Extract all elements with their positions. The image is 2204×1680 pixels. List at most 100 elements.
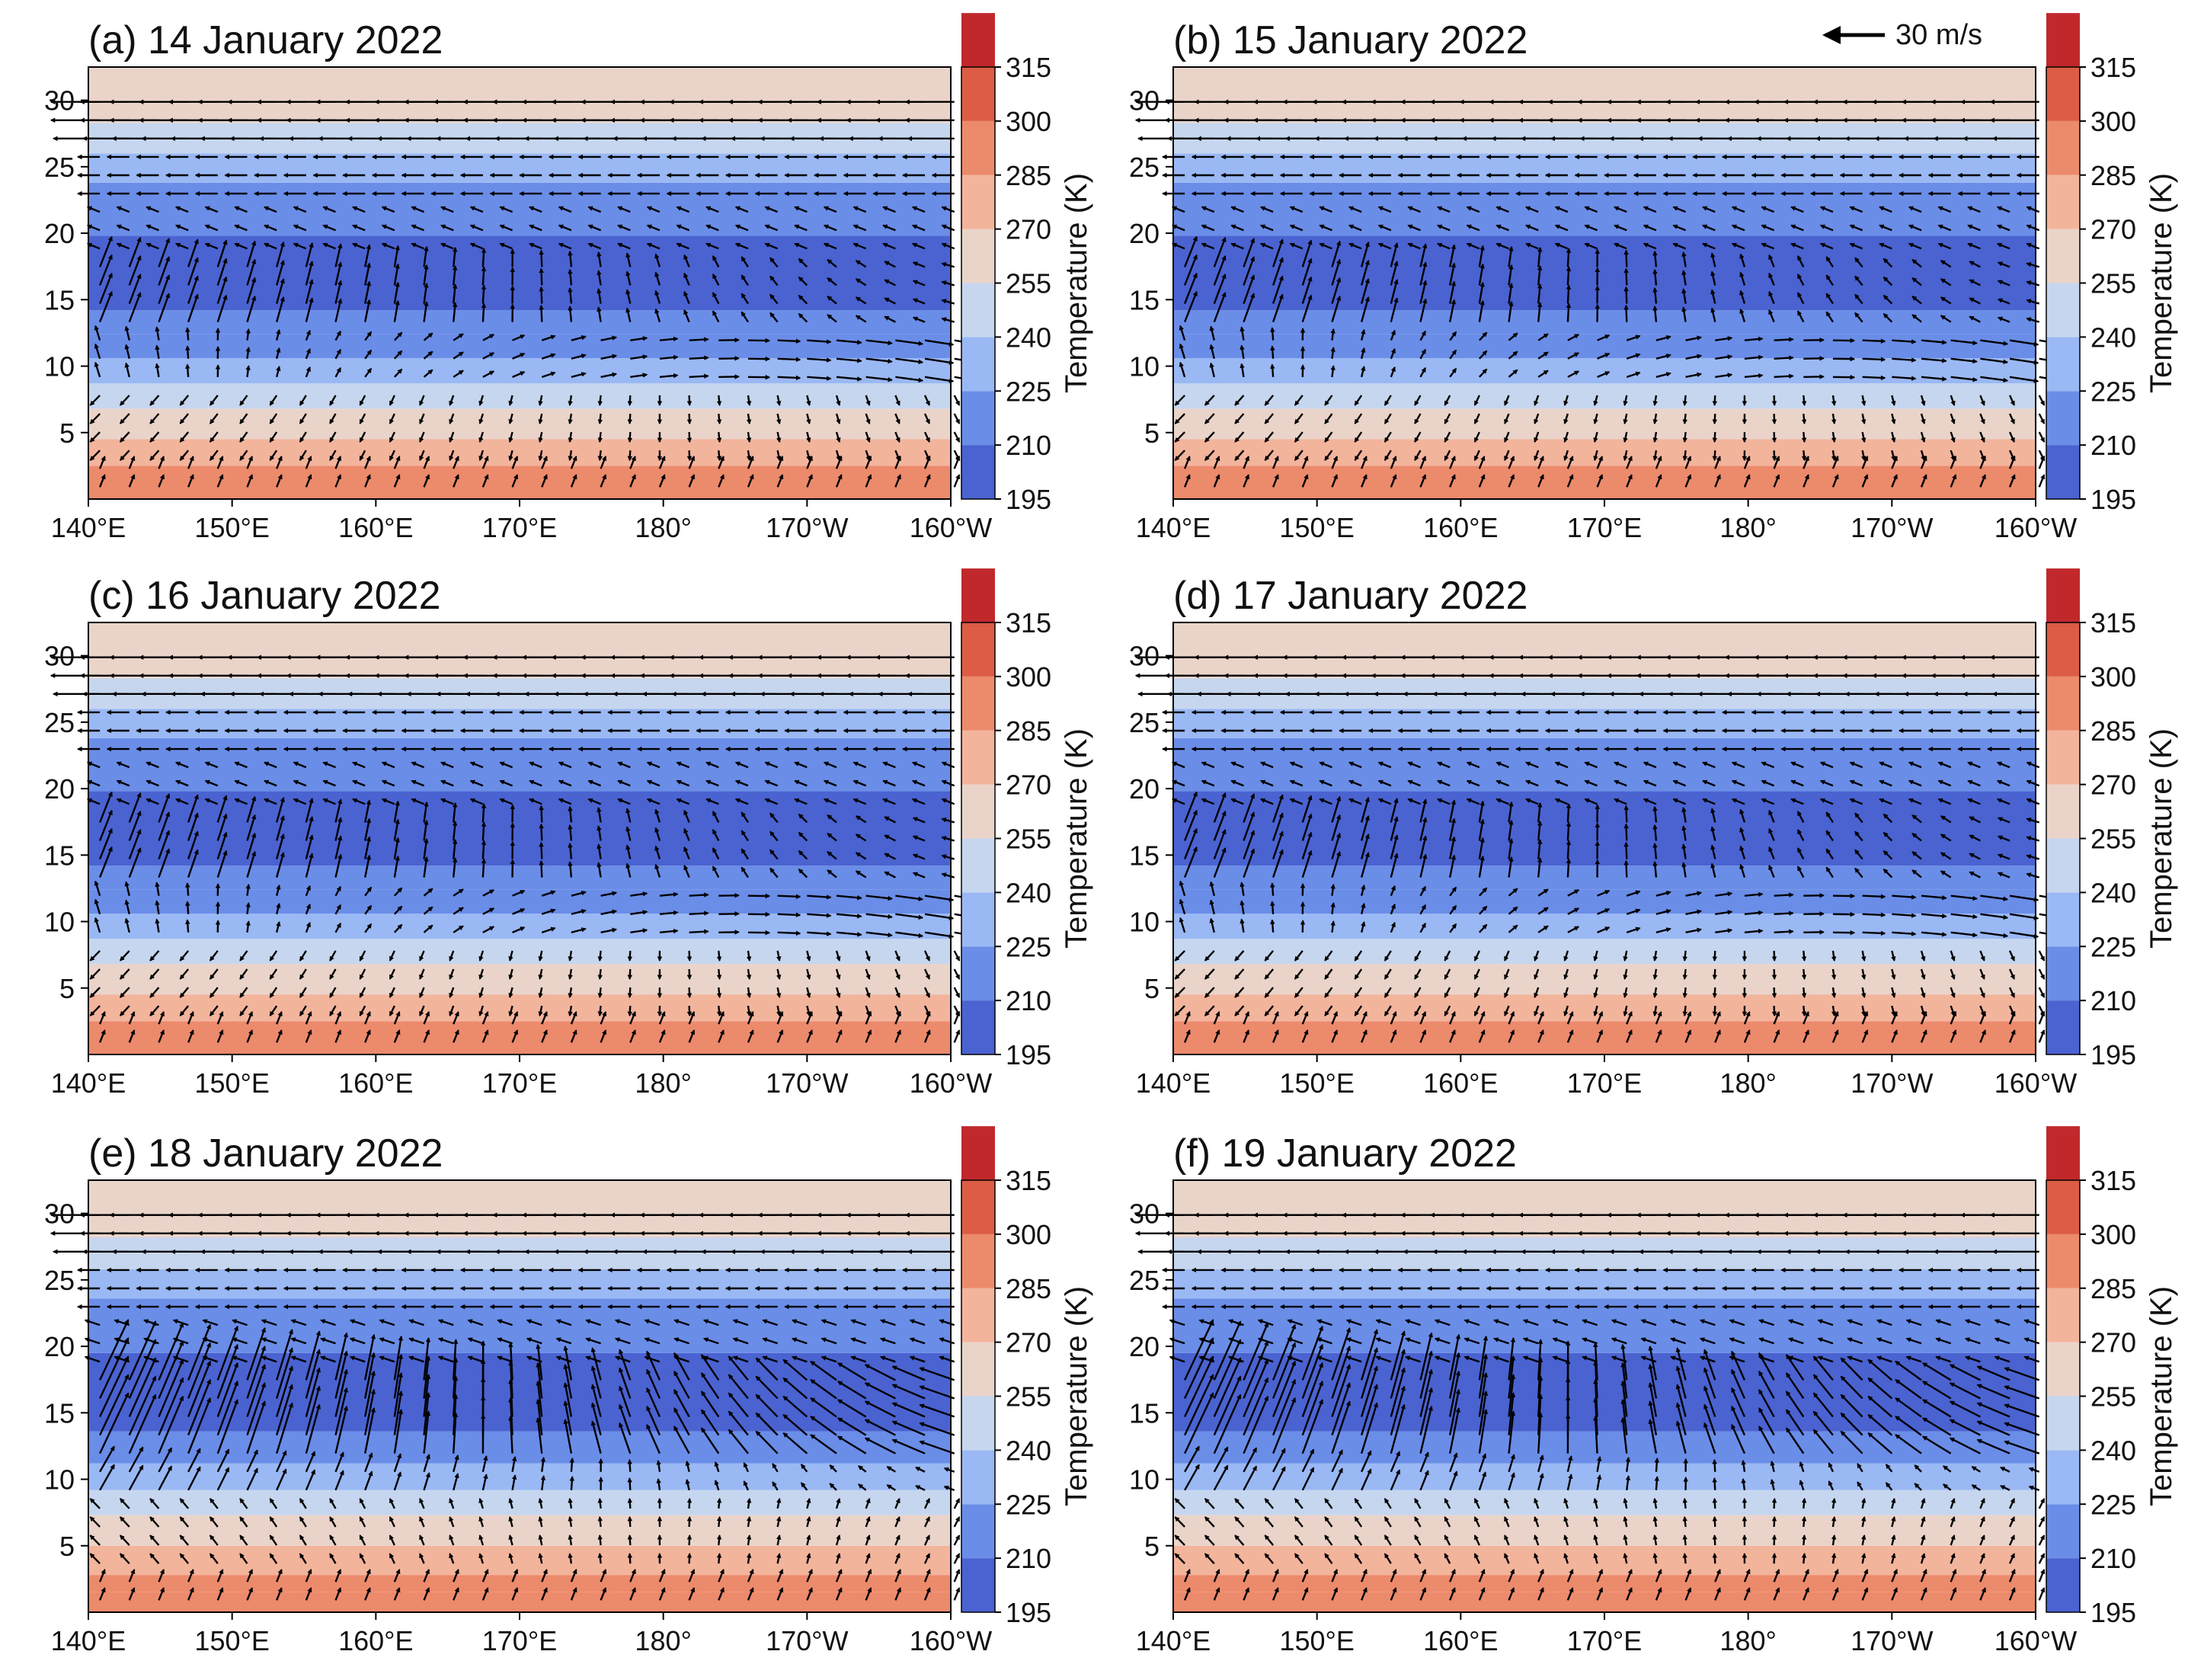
temperature-band <box>88 408 951 440</box>
wind-arrow <box>1801 431 1807 443</box>
wind-arrow <box>364 262 372 286</box>
wind-arrow <box>895 376 924 383</box>
wind-arrow <box>716 431 722 443</box>
y-tick-label: 20 <box>44 218 75 249</box>
wind-arrow <box>423 369 433 378</box>
wind-arrow <box>98 474 106 488</box>
panel-d: (d) 17 January 2022 5 10 15 20 25 30 140°E 150°E… <box>1129 568 2178 1099</box>
wind-arrow <box>209 395 219 406</box>
y-tick-label: 30 <box>44 1198 75 1230</box>
colorbar-segment <box>961 337 995 392</box>
wind-arrow <box>2038 950 2046 962</box>
wind-arrow <box>953 1516 961 1528</box>
y-tick-label: 25 <box>1129 707 1160 738</box>
wind-arrow <box>568 250 573 267</box>
wind-arrow <box>423 301 429 322</box>
wind-arrow <box>482 370 495 378</box>
wind-arrow <box>1771 413 1777 425</box>
wind-arrow <box>393 350 403 360</box>
colorbar-segment <box>961 946 995 1001</box>
wind-arrow <box>689 929 709 935</box>
wind-arrow <box>627 1477 632 1490</box>
wind-arrow <box>798 276 808 286</box>
wind-arrow <box>419 431 425 443</box>
wind-arrow <box>511 474 519 488</box>
temperature-band <box>1173 182 2036 236</box>
colorbar-segment <box>2046 622 2080 677</box>
wind-arrow <box>216 258 228 286</box>
wind-arrow <box>1771 395 1777 407</box>
wind-arrow <box>481 821 487 841</box>
wind-arrow <box>481 803 487 823</box>
wind-arrow <box>688 456 696 469</box>
wind-arrow <box>1682 987 1687 999</box>
wind-arrow <box>245 365 251 377</box>
wind-arrow <box>2038 968 2046 980</box>
wind-arrow <box>508 431 513 443</box>
wind-arrow <box>769 275 779 286</box>
temperature-band <box>1173 1431 2036 1464</box>
wind-arrow <box>364 367 373 378</box>
wind-arrow <box>1682 431 1687 443</box>
wind-arrow <box>570 474 577 488</box>
wind-arrow <box>953 431 961 443</box>
wind-arrow <box>1801 1553 1807 1564</box>
wind-arrow <box>179 431 190 443</box>
x-tick-label: 140°E <box>1136 1625 1211 1656</box>
wind-arrow <box>686 950 693 962</box>
colorbar-tick-label: 195 <box>2090 484 2136 515</box>
temperature-band <box>88 791 951 866</box>
x-tick-label: 180° <box>635 512 691 543</box>
wind-arrow <box>865 474 872 488</box>
wind-arrow <box>1712 1515 1718 1528</box>
wind-arrow <box>155 363 160 378</box>
colorbar-segment <box>961 676 995 731</box>
wind-arrow <box>627 1497 633 1509</box>
wind-arrow <box>686 1497 693 1509</box>
wind-arrow <box>269 450 278 462</box>
wind-arrow <box>423 350 433 360</box>
colorbar-label: Temperature (K) <box>2145 1286 2178 1506</box>
wind-arrow <box>453 370 464 378</box>
wind-arrow <box>1801 395 1807 407</box>
colorbar-segment <box>961 445 995 499</box>
colorbar-segment <box>2046 1450 2080 1505</box>
wind-arrow <box>1862 894 1886 899</box>
wind-arrow <box>187 293 199 323</box>
wind-arrow <box>865 376 893 382</box>
wind-arrow <box>334 456 342 469</box>
wind-arrow <box>98 235 113 267</box>
colorbar-segment <box>961 838 995 893</box>
temperature-band <box>88 709 951 738</box>
wind-arrow <box>452 265 458 286</box>
colorbar-segment <box>2046 1288 2080 1342</box>
wind-arrow <box>389 395 395 406</box>
colorbar-tick-label: 255 <box>2090 1381 2136 1413</box>
y-tick-label: 15 <box>1129 840 1160 871</box>
wind-arrow <box>836 339 862 345</box>
wind-arrow <box>568 306 573 322</box>
colorbar-segment <box>2046 13 2080 67</box>
wind-arrow <box>185 901 190 914</box>
wind-arrow <box>119 450 130 461</box>
colorbar-segment <box>2046 67 2080 121</box>
colorbar-tick-label: 270 <box>1006 214 1051 245</box>
wind-arrow <box>158 474 165 488</box>
temperature-band <box>88 1180 951 1238</box>
wind-arrow <box>569 1476 575 1490</box>
wind-arrow <box>776 474 784 488</box>
wind-arrow <box>128 474 136 488</box>
wind-arrow <box>953 1569 961 1582</box>
colorbar-tick-label: 240 <box>1006 1435 1051 1466</box>
wind-scale-legend: 30 m/s <box>1822 19 1982 51</box>
wind-arrow <box>128 236 142 267</box>
colorbar-segment <box>961 120 995 175</box>
x-tick-label: 160°E <box>1423 1625 1498 1656</box>
colorbar-segment <box>961 1342 995 1397</box>
colorbar-tick-label: 315 <box>2090 607 2136 638</box>
wind-arrow <box>245 328 251 341</box>
colorbar-segment <box>961 1396 995 1451</box>
wind-arrow <box>716 1497 722 1509</box>
colorbar-tick-label: 270 <box>1006 1327 1051 1358</box>
y-tick-label: 15 <box>44 1397 75 1429</box>
